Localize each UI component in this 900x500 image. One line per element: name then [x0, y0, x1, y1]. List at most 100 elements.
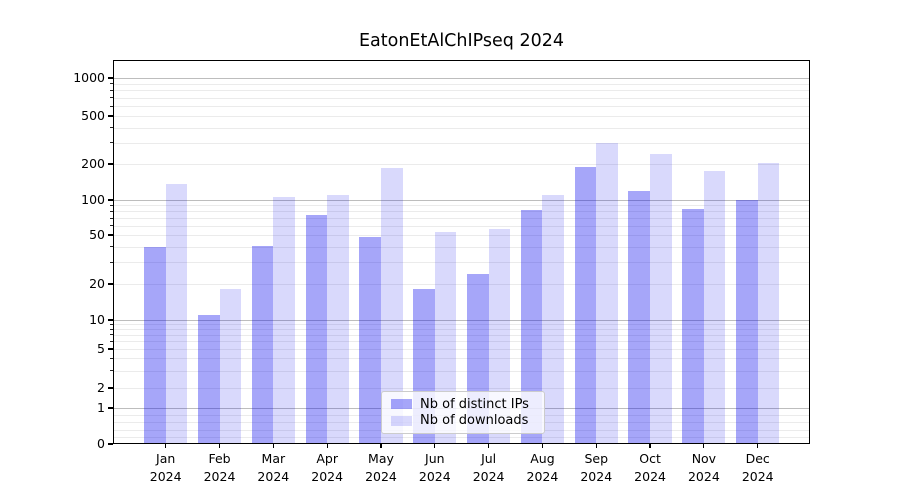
x-tick-mark — [434, 444, 436, 448]
y-minor-tick-mark — [110, 142, 113, 144]
y-minor-tick-mark — [110, 115, 113, 117]
x-tick-mark — [488, 444, 490, 448]
bar-distinct-ips-feb — [197, 315, 220, 444]
bar-downloads-feb — [219, 289, 242, 444]
y-minor-tick-mark — [110, 89, 113, 91]
legend-item-downloads: Nb of downloads — [391, 413, 535, 429]
gridline-minor — [113, 436, 810, 438]
y-tick-label: 1 — [97, 400, 105, 415]
y-tick-label: 0 — [97, 436, 105, 451]
y-minor-tick-mark — [110, 210, 113, 212]
x-tick-label: Aug 2024 — [526, 451, 559, 484]
y-minor-tick-mark — [110, 357, 113, 359]
x-tick-label: Oct 2024 — [634, 451, 666, 484]
bar-downloads-may — [380, 168, 403, 444]
y-tick-mark — [108, 319, 113, 321]
x-tick-label: Jan 2024 — [149, 451, 182, 484]
bar-distinct-ips-may — [359, 237, 381, 444]
gridline-minor — [113, 205, 810, 207]
chart-title: EatonEtAlChIPseq 2024 — [358, 31, 564, 51]
y-minor-tick-mark — [110, 370, 113, 372]
x-tick-label: Feb 2024 — [203, 451, 236, 484]
y-tick-label: 1000 — [73, 70, 105, 85]
y-minor-tick-mark — [110, 328, 113, 330]
y-tick-label: 100 — [81, 192, 105, 207]
plot-area: 1000 500 200 100 50 20 10 5 2 1 0 Jan 2024 Feb 2024 M… — [73, 60, 810, 484]
x-tick-mark — [165, 444, 167, 448]
legend-item-distinct-ips: Nb of distinct IPs — [391, 396, 535, 412]
gridline-minor — [113, 127, 810, 129]
axis-layer: 1000 500 200 100 50 20 10 5 2 1 0 Jan 2024 Feb 2024 M… — [73, 60, 810, 484]
bar-distinct-ips-jan — [144, 246, 166, 444]
y-tick-label: 2 — [97, 380, 105, 395]
y-minor-tick-mark — [110, 163, 113, 165]
gridline-minor — [113, 211, 810, 213]
bar-distinct-ips-sep — [574, 166, 597, 444]
y-tick-mark — [108, 407, 113, 409]
y-tick-mark — [108, 443, 113, 445]
y-tick-label: 10 — [89, 312, 105, 327]
gridline-minor — [113, 349, 810, 350]
x-tick-mark — [703, 444, 705, 448]
bar-downloads-jul — [488, 229, 511, 444]
x-tick-label: Sep 2024 — [580, 451, 613, 484]
y-minor-tick-mark — [110, 225, 113, 227]
bar-downloads-apr — [327, 195, 349, 444]
y-minor-tick-mark — [110, 246, 113, 248]
x-tick-mark — [218, 444, 221, 448]
gridline-minor — [113, 90, 810, 92]
y-minor-tick-mark — [110, 334, 113, 336]
bar-downloads-jan — [165, 184, 188, 444]
gridline-minor — [113, 83, 810, 85]
y-minor-tick-mark — [110, 83, 113, 85]
x-tick-label: Jun 2024 — [418, 451, 451, 484]
y-minor-tick-mark — [110, 204, 113, 206]
y-minor-tick-mark — [110, 127, 113, 129]
bars-layer — [113, 60, 810, 444]
legend-label-downloads: Nb of downloads — [420, 413, 529, 429]
gridline-minor — [113, 235, 810, 236]
x-tick-label: Mar 2024 — [257, 451, 290, 484]
x-tick-label: Jul 2024 — [472, 451, 505, 484]
bar-downloads-oct — [650, 154, 672, 444]
y-tick-label: 200 — [81, 156, 105, 171]
y-tick-label: 500 — [81, 108, 105, 123]
bar-distinct-ips-apr — [305, 214, 328, 444]
x-tick-mark — [326, 444, 328, 448]
gridline-minor — [113, 329, 810, 331]
x-tick-mark — [272, 444, 274, 448]
x-tick-mark — [649, 444, 651, 448]
gridline-minor — [113, 262, 810, 264]
legend-label-distinct-ips: Nb of distinct IPs — [420, 396, 529, 412]
gridline-minor — [113, 246, 810, 248]
x-tick-mark — [757, 444, 759, 448]
bar-downloads-aug — [542, 195, 565, 444]
legend-swatch-downloads — [391, 415, 412, 426]
gridline-major — [113, 320, 810, 321]
y-minor-tick-mark — [110, 97, 113, 99]
bar-downloads-sep — [596, 142, 618, 444]
bar-downloads-nov — [703, 170, 726, 444]
gridline-minor — [113, 116, 810, 117]
gridline-minor — [113, 341, 810, 343]
x-tick-mark — [380, 444, 382, 448]
bar-distinct-ips-nov — [682, 209, 704, 444]
gridline-major — [113, 78, 810, 79]
bar-distinct-ips-dec — [736, 200, 758, 444]
y-tick-label: 50 — [89, 227, 105, 242]
bar-downloads-dec — [757, 162, 780, 444]
gridline-minor — [113, 106, 810, 107]
y-minor-tick-mark — [110, 387, 113, 389]
legend: Nb of distinct IPs Nb of downloads — [381, 391, 545, 434]
gridline-minor — [113, 97, 810, 99]
gridline-minor — [113, 388, 810, 389]
y-minor-tick-mark — [110, 105, 113, 107]
x-tick-mark — [595, 444, 597, 448]
legend-swatch-distinct-ips — [391, 399, 412, 410]
y-tick-label: 5 — [97, 341, 105, 356]
y-tick-mark — [108, 199, 113, 201]
bar-distinct-ips-oct — [628, 190, 651, 444]
y-minor-tick-mark — [110, 323, 113, 325]
gridline-minor — [113, 225, 810, 227]
